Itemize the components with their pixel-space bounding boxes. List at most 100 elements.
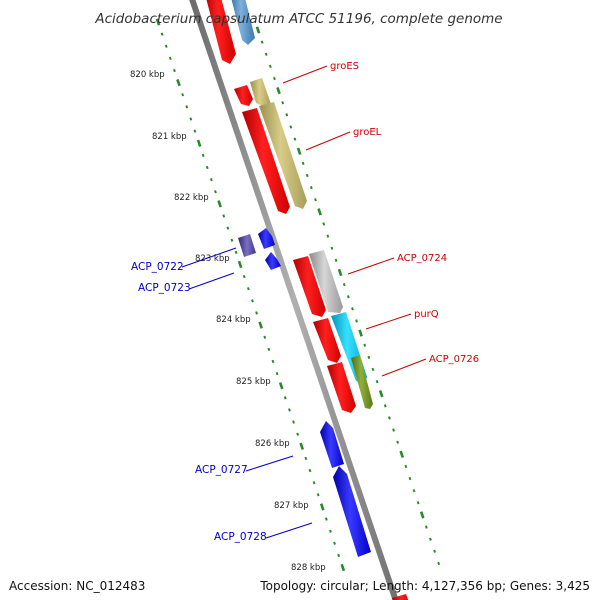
cds-feature-6[interactable] [327,362,356,413]
minor-tick-mark [263,335,267,339]
minor-tick-mark [363,343,367,347]
minor-tick-mark [392,428,395,432]
groES-callout-line [282,65,328,84]
minor-tick-mark [251,299,254,303]
ACP_0722-callout-line [181,247,237,268]
minor-tick-mark [230,238,234,242]
ACP_0727-label[interactable]: ACP_0727 [195,464,248,476]
minor-tick-mark [322,222,326,226]
major-tick-mark [155,18,161,26]
cds-feature-3[interactable] [242,108,290,214]
steel-blue-gene-feature[interactable] [229,0,255,45]
groEL-label[interactable]: groEL [353,127,382,138]
ACP_0726-callout-line [381,358,427,377]
groES-label[interactable]: groES [330,61,359,72]
minor-tick-mark [160,32,164,36]
tick-label: 825 kbp [236,377,271,387]
minor-tick-mark [326,234,330,238]
purQ-callout-line [365,313,412,330]
major-tick-mark [399,450,405,458]
minor-tick-mark [312,481,316,485]
minor-tick-mark [437,561,441,566]
purQ-label[interactable]: purQ [414,309,439,320]
cds-feature-2[interactable] [234,85,253,106]
topology-value: circular [320,579,365,593]
tick-label: 821 kbp [152,132,187,142]
accession-label: Accession: [9,579,73,593]
minor-tick-mark [271,359,275,364]
minor-tick-mark [222,214,226,218]
major-tick-mark [419,511,425,519]
inner-tick-ring [155,18,346,572]
minor-tick-mark [185,105,189,109]
minor-tick-mark [293,137,297,141]
ACP_0726-label[interactable]: ACP_0726 [429,354,479,365]
minor-tick-mark [342,282,346,287]
genome-backbone [189,0,399,600]
genes-value: 3,425 [555,579,590,593]
minor-tick-mark [289,125,293,129]
genome-summary: Topology: circular; Length: 4,127,356 bp… [260,579,590,593]
cds-feature-7[interactable] [392,594,412,600]
ACP_0724-label[interactable]: ACP_0724 [397,253,447,264]
minor-tick-mark [264,52,268,56]
ACP_0726-gene-feature[interactable] [351,355,373,409]
ACP_0722-gene-feature[interactable] [238,234,256,257]
major-tick-mark [319,503,325,511]
ACP_0728-callout-line [265,522,313,539]
ACP_0723-label[interactable]: ACP_0723 [138,282,191,294]
tick-label: 826 kbp [255,439,290,449]
minor-tick-mark [309,185,313,190]
groES-gene-feature[interactable] [250,78,271,107]
genes-label: Genes: [509,579,552,593]
forward-cds-track [204,0,412,600]
tick-label: 828 kbp [291,563,326,573]
minor-tick-mark [308,468,312,473]
minor-tick-mark [255,311,258,315]
minor-tick-mark [164,44,168,48]
ACP_0724-callout-line [347,257,395,275]
tick-label: 822 kbp [174,193,209,203]
major-tick-mark [258,321,263,329]
ACP_0724-gene-feature[interactable] [309,250,343,313]
tick-label: 824 kbp [216,315,251,325]
cds-feature-5[interactable] [313,318,341,363]
major-tick-mark [378,390,384,398]
cds-feature-1[interactable] [204,0,236,64]
ACP_0727-gene-feature[interactable] [320,421,344,468]
minor-tick-mark [205,165,209,170]
minor-tick-mark [260,40,264,44]
cds-feature-4[interactable] [293,256,326,317]
groEL-gene-feature[interactable] [259,102,307,209]
minor-tick-mark [268,64,272,69]
minor-tick-mark [316,493,320,497]
minor-tick-mark [292,420,295,424]
reverse-gene-small-1[interactable] [258,228,275,249]
ACP_0722-label[interactable]: ACP_0722 [131,261,184,273]
major-tick-mark [196,139,202,147]
ACP_0728-gene-feature[interactable] [333,466,371,557]
minor-tick-mark [367,355,371,360]
major-tick-mark [317,208,322,216]
forward-label-callouts: groES groEL ACP_0724 purQ ACP_0726 [282,61,479,377]
length-value: 4,127,356 bp [421,579,502,593]
minor-tick-mark [429,537,432,541]
minor-tick-mark [246,287,250,291]
minor-tick-mark [283,396,287,400]
tick-label: 820 kbp [130,70,165,80]
ACP_0723-callout-line [188,272,235,290]
minor-tick-mark [305,173,309,178]
minor-tick-mark [375,379,379,384]
minor-tick-mark [314,198,317,202]
ACP_0723-gene-feature[interactable] [265,252,281,270]
minor-tick-mark [273,76,276,81]
topology-label: Topology: [260,579,317,593]
major-tick-mark [276,86,281,95]
minor-tick-mark [226,226,230,230]
ACP_0727-callout-line [245,455,294,472]
major-tick-mark [255,26,261,34]
minor-tick-mark [296,432,300,436]
tick-label-group: 820 kbp 821 kbp 822 kbp 823 kbp 824 kbp … [130,70,326,573]
ACP_0728-label[interactable]: ACP_0728 [214,531,267,543]
